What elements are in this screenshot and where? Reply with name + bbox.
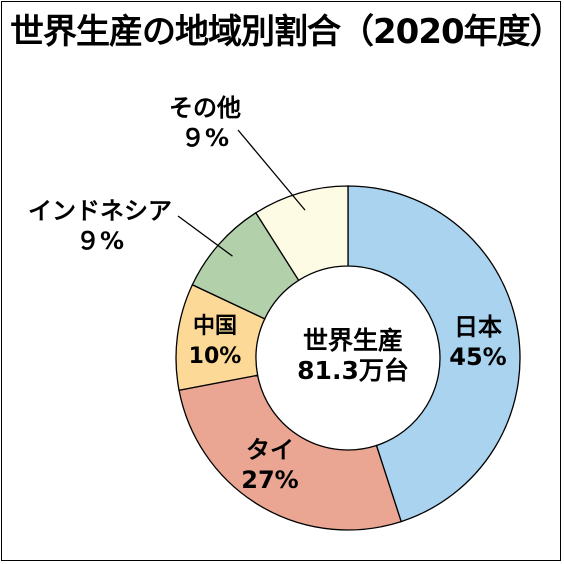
center-label-line1: 世界生産 [302, 326, 403, 355]
slice-value-other: ９% [180, 124, 230, 152]
slice-value-china: 10% [188, 344, 242, 369]
leader-line-indonesia [177, 215, 233, 257]
chart-title: 世界生産の地域別割合（2020年度） [10, 12, 564, 52]
slice-name-indonesia: インドネシア [28, 197, 172, 225]
slice-thailand [178, 374, 402, 531]
slice-value-indonesia: ９% [75, 227, 125, 255]
slice-other [254, 185, 349, 282]
slice-name-thailand: タイ [246, 436, 294, 464]
center-label-line2: 81.3万台 [297, 356, 409, 385]
slice-label-thailand: タイ 27% [230, 435, 310, 495]
leader-line-other [237, 129, 306, 211]
slice-japan [347, 185, 521, 523]
slice-value-thailand: 27% [241, 466, 299, 494]
slice-label-china: 中国 10% [180, 312, 250, 372]
slice-name-japan: 日本 [454, 313, 502, 341]
slice-name-china: 中国 [192, 314, 237, 339]
slice-label-other: その他 ９% [150, 93, 260, 153]
slice-label-japan: 日本 45% [438, 312, 518, 372]
center-label: 世界生産 81.3万台 [278, 326, 428, 386]
slice-name-other: その他 [169, 94, 241, 122]
slice-label-indonesia: インドネシア ９% [10, 196, 190, 256]
slice-value-japan: 45% [449, 343, 507, 371]
